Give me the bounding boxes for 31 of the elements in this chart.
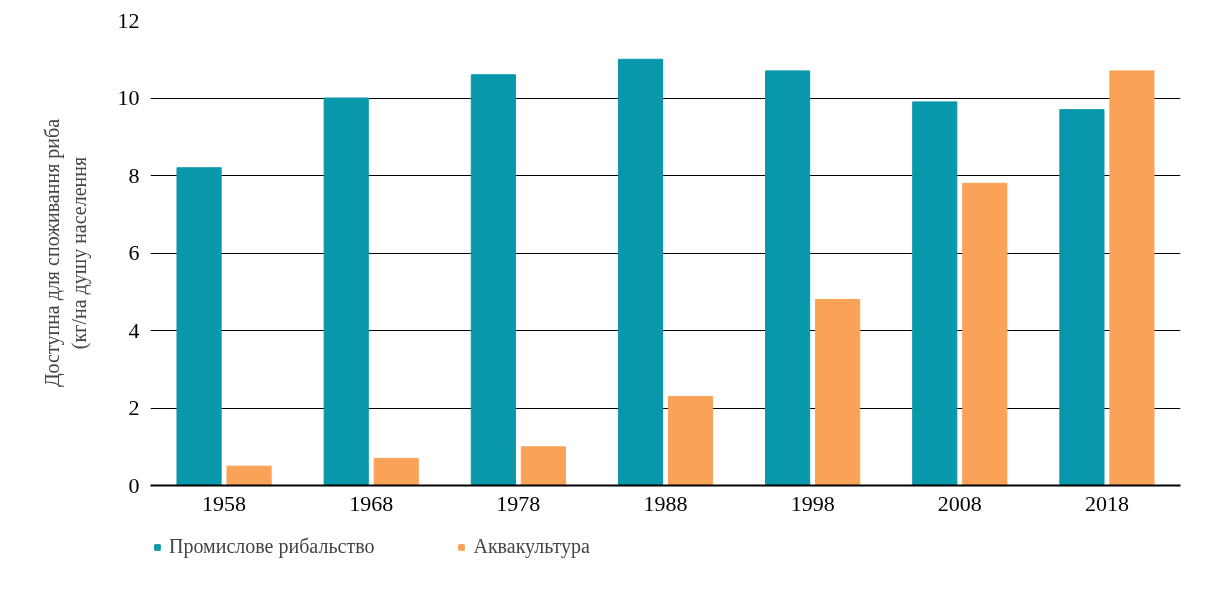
bar — [912, 101, 958, 486]
bar — [470, 74, 516, 486]
y-axis-title: Доступна для споживання риба (кг/на душу населення — [41, 118, 91, 388]
x-tick-label: 1978 — [496, 490, 541, 516]
y-tick-label: 12 — [117, 7, 140, 33]
y-tick-label: 10 — [117, 85, 140, 110]
bar — [373, 457, 419, 486]
legend-label: Промислове рибальство — [169, 535, 375, 558]
bar — [1059, 109, 1105, 486]
bar — [226, 465, 272, 486]
x-tick-label: 1998 — [790, 490, 835, 516]
y-tick-label: 6 — [128, 240, 140, 265]
bar — [667, 395, 714, 486]
y-tick-label: 4 — [128, 317, 140, 343]
y-tick-label: 2 — [128, 395, 140, 420]
bar — [617, 58, 664, 486]
bar — [1109, 70, 1155, 486]
bar — [323, 97, 369, 486]
y-tick-label: 8 — [128, 162, 140, 188]
y-tick-label: 0 — [128, 472, 140, 498]
x-tick-label: 2008 — [937, 490, 982, 516]
bar — [815, 299, 861, 486]
bar — [962, 182, 1008, 486]
x-tick-label: 2018 — [1084, 490, 1129, 516]
bar — [176, 167, 222, 486]
x-tick-label: 1988 — [643, 490, 688, 516]
x-tick-label: 1968 — [349, 490, 394, 516]
x-tick-label: 1958 — [202, 490, 247, 516]
bar — [520, 446, 566, 486]
legend-label: Аквакультура — [473, 535, 590, 558]
bar — [765, 70, 811, 486]
